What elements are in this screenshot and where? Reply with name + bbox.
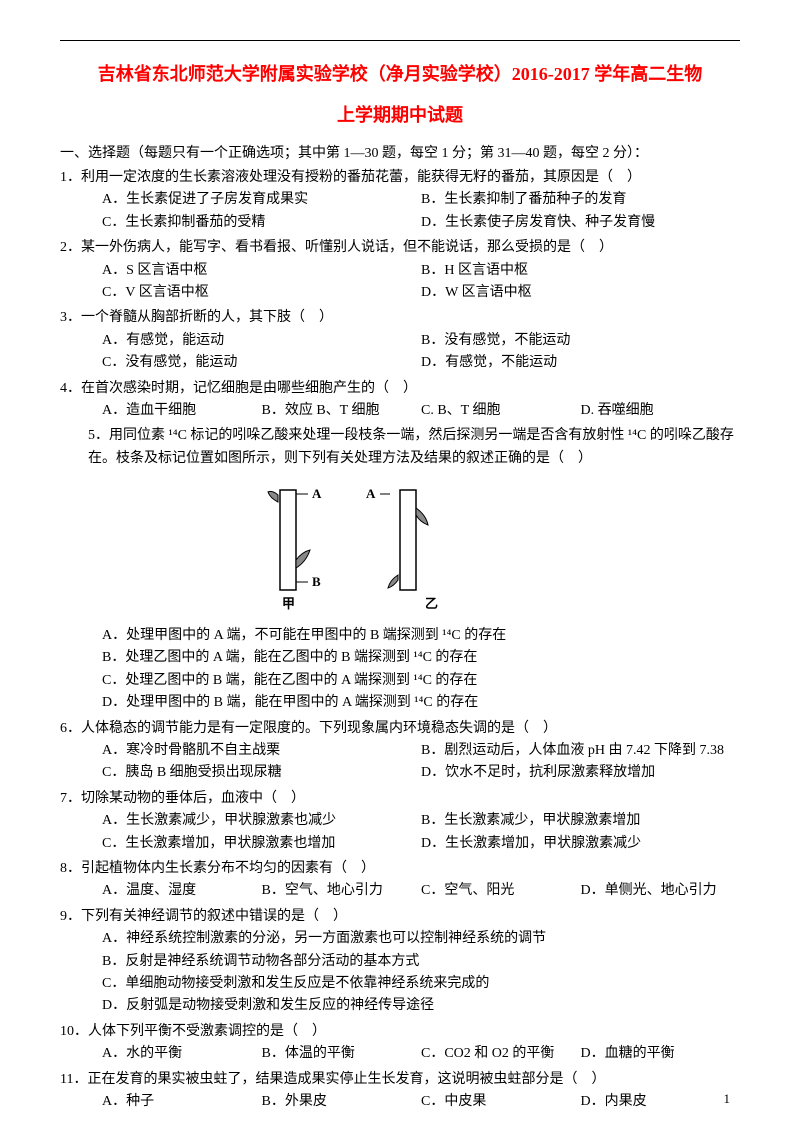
question-4: 4．在首次感染时期，记忆细胞是由哪些细胞产生的（ ）A．造血干细胞B．效应 B、… (60, 378, 740, 423)
exam-title-main: 吉林省东北师范大学附属实验学校（净月实验学校）2016-2017 学年高二生物 (60, 60, 740, 86)
question-options: A．处理甲图中的 A 端，不可能在甲图中的 B 端探测到 ¹⁴C 的存在B．处理… (60, 625, 740, 715)
option: C．空气、阳光 (421, 880, 581, 902)
option: C．生长素抑制番茄的受精 (102, 212, 421, 234)
question-figure: A B 甲 A 乙 (60, 480, 740, 615)
option: C．CO2 和 O2 的平衡 (421, 1043, 581, 1065)
question-options: A．水的平衡B．体温的平衡C．CO2 和 O2 的平衡D．血糖的平衡 (60, 1043, 740, 1065)
option: A．种子 (102, 1091, 262, 1113)
question-text: 5．用同位素 ¹⁴C 标记的吲哚乙酸来处理一段枝条一端，然后探测另一端是否含有放… (60, 425, 740, 470)
option: C．中皮果 (421, 1091, 581, 1113)
option: D．单侧光、地心引力 (581, 880, 741, 902)
option: D．生长激素增加，甲状腺激素减少 (421, 833, 740, 855)
option: A．生长素促进了子房发育成果实 (102, 189, 421, 211)
option: A．生长激素减少，甲状腺激素也减少 (102, 810, 421, 832)
svg-text:A: A (312, 486, 322, 501)
option: A．造血干细胞 (102, 400, 262, 422)
svg-text:乙: 乙 (425, 596, 438, 611)
option: B．没有感觉，不能运动 (421, 330, 740, 352)
exam-title-sub: 上学期期中试题 (60, 101, 740, 127)
option: A．温度、湿度 (102, 880, 262, 902)
option: B．处理乙图中的 A 端，能在乙图中的 B 端探测到 ¹⁴C 的存在 (102, 647, 740, 669)
option: A．处理甲图中的 A 端，不可能在甲图中的 B 端探测到 ¹⁴C 的存在 (102, 625, 740, 647)
option: D. 吞噬细胞 (581, 400, 741, 422)
option: D．生长素使子房发育快、种子发育慢 (421, 212, 740, 234)
question-text: 4．在首次感染时期，记忆细胞是由哪些细胞产生的（ ） (60, 378, 740, 400)
option: B．效应 B、T 细胞 (262, 400, 422, 422)
question-6: 6．人体稳态的调节能力是有一定限度的。下列现象属内环境稳态失调的是（ ）A．寒冷… (60, 718, 740, 785)
question-10: 10．人体下列平衡不受激素调控的是（ ）A．水的平衡B．体温的平衡C．CO2 和… (60, 1021, 740, 1066)
option: D．处理甲图中的 B 端，能在甲图中的 A 端探测到 ¹⁴C 的存在 (102, 692, 740, 714)
svg-text:A: A (366, 486, 376, 501)
question-options: A．种子B．外果皮C．中皮果D．内果皮 (60, 1091, 740, 1113)
option: B．剧烈运动后，人体血液 pH 由 7.42 下降到 7.38 (421, 740, 740, 762)
question-text: 8．引起植物体内生长素分布不均匀的因素有（ ） (60, 858, 740, 880)
question-text: 7．切除某动物的垂体后，血液中（ ） (60, 788, 740, 810)
question-5: 5．用同位素 ¹⁴C 标记的吲哚乙酸来处理一段枝条一端，然后探测另一端是否含有放… (60, 425, 740, 714)
option: A．S 区言语中枢 (102, 260, 421, 282)
option: C．胰岛 B 细胞受损出现尿糖 (102, 762, 421, 784)
option: C．处理乙图中的 B 端，能在乙图中的 A 端探测到 ¹⁴C 的存在 (102, 670, 740, 692)
option: B．体温的平衡 (262, 1043, 422, 1065)
question-text: 6．人体稳态的调节能力是有一定限度的。下列现象属内环境稳态失调的是（ ） (60, 718, 740, 740)
option: A．神经系统控制激素的分泌，另一方面激素也可以控制神经系统的调节 (102, 928, 740, 950)
question-7: 7．切除某动物的垂体后，血液中（ ）A．生长激素减少，甲状腺激素也减少B．生长激… (60, 788, 740, 855)
question-text: 9．下列有关神经调节的叙述中错误的是（ ） (60, 906, 740, 928)
option: B．生长激素减少，甲状腺激素增加 (421, 810, 740, 832)
question-options: A．造血干细胞B．效应 B、T 细胞C. B、T 细胞D. 吞噬细胞 (60, 400, 740, 422)
top-divider (60, 40, 740, 41)
option: B．H 区言语中枢 (421, 260, 740, 282)
question-options: A．S 区言语中枢B．H 区言语中枢C．V 区言语中枢D．W 区言语中枢 (60, 260, 740, 305)
option: B．反射是神经系统调节动物各部分活动的基本方式 (102, 951, 740, 973)
option: A．寒冷时骨骼肌不自主战栗 (102, 740, 421, 762)
option: C. B、T 细胞 (421, 400, 581, 422)
question-text: 1．利用一定浓度的生长素溶液处理没有授粉的番茄花蕾，能获得无籽的番茄，其原因是（… (60, 167, 740, 189)
option: B．生长素抑制了番茄种子的发育 (421, 189, 740, 211)
option: D．W 区言语中枢 (421, 282, 740, 304)
question-2: 2．某一外伤病人，能写字、看书看报、听懂别人说话，但不能说话，那么受损的是（ ）… (60, 237, 740, 304)
option: C．单细胞动物接受刺激和发生反应是不依靠神经系统来完成的 (102, 973, 740, 995)
option: D．血糖的平衡 (581, 1043, 741, 1065)
question-text: 11．正在发育的果实被虫蛀了，结果造成果实停止生长发育，这说明被虫蛀部分是（ ） (60, 1069, 740, 1091)
question-text: 2．某一外伤病人，能写字、看书看报、听懂别人说话，但不能说话，那么受损的是（ ） (60, 237, 740, 259)
section-header: 一、选择题（每题只有一个正确选项；其中第 1—30 题，每空 1 分；第 31—… (60, 142, 740, 162)
questions-container: 1．利用一定浓度的生长素溶液处理没有授粉的番茄花蕾，能获得无籽的番茄，其原因是（… (60, 167, 740, 1113)
option: C．生长激素增加，甲状腺激素也增加 (102, 833, 421, 855)
question-text: 3．一个脊髓从胸部折断的人，其下肢（ ） (60, 307, 740, 329)
option: C．没有感觉，能运动 (102, 352, 421, 374)
question-9: 9．下列有关神经调节的叙述中错误的是（ ）A．神经系统控制激素的分泌，另一方面激… (60, 906, 740, 1018)
question-options: A．生长素促进了子房发育成果实B．生长素抑制了番茄种子的发育C．生长素抑制番茄的… (60, 189, 740, 234)
option: D．反射弧是动物接受刺激和发生反应的神经传导途径 (102, 995, 740, 1017)
question-options: A．神经系统控制激素的分泌，另一方面激素也可以控制神经系统的调节B．反射是神经系… (60, 928, 740, 1018)
question-options: A．有感觉，能运动B．没有感觉，不能运动C．没有感觉，能运动D．有感觉，不能运动 (60, 330, 740, 375)
option: B．空气、地心引力 (262, 880, 422, 902)
svg-text:甲: 甲 (282, 596, 295, 611)
question-options: A．寒冷时骨骼肌不自主战栗B．剧烈运动后，人体血液 pH 由 7.42 下降到 … (60, 740, 740, 785)
question-text: 10．人体下列平衡不受激素调控的是（ ） (60, 1021, 740, 1043)
question-8: 8．引起植物体内生长素分布不均匀的因素有（ ）A．温度、湿度B．空气、地心引力C… (60, 858, 740, 903)
question-1: 1．利用一定浓度的生长素溶液处理没有授粉的番茄花蕾，能获得无籽的番茄，其原因是（… (60, 167, 740, 234)
question-3: 3．一个脊髓从胸部折断的人，其下肢（ ）A．有感觉，能运动B．没有感觉，不能运动… (60, 307, 740, 374)
option: C．V 区言语中枢 (102, 282, 421, 304)
option: D．内果皮 (581, 1091, 741, 1113)
option: A．水的平衡 (102, 1043, 262, 1065)
option: A．有感觉，能运动 (102, 330, 421, 352)
option: B．外果皮 (262, 1091, 422, 1113)
svg-text:B: B (312, 574, 321, 589)
option: D．有感觉，不能运动 (421, 352, 740, 374)
option: D．饮水不足时，抗利尿激素释放增加 (421, 762, 740, 784)
page-number: 1 (724, 1091, 731, 1107)
question-options: A．温度、湿度B．空气、地心引力C．空气、阳光D．单侧光、地心引力 (60, 880, 740, 902)
question-options: A．生长激素减少，甲状腺激素也减少B．生长激素减少，甲状腺激素增加C．生长激素增… (60, 810, 740, 855)
question-11: 11．正在发育的果实被虫蛀了，结果造成果实停止生长发育，这说明被虫蛀部分是（ ）… (60, 1069, 740, 1114)
